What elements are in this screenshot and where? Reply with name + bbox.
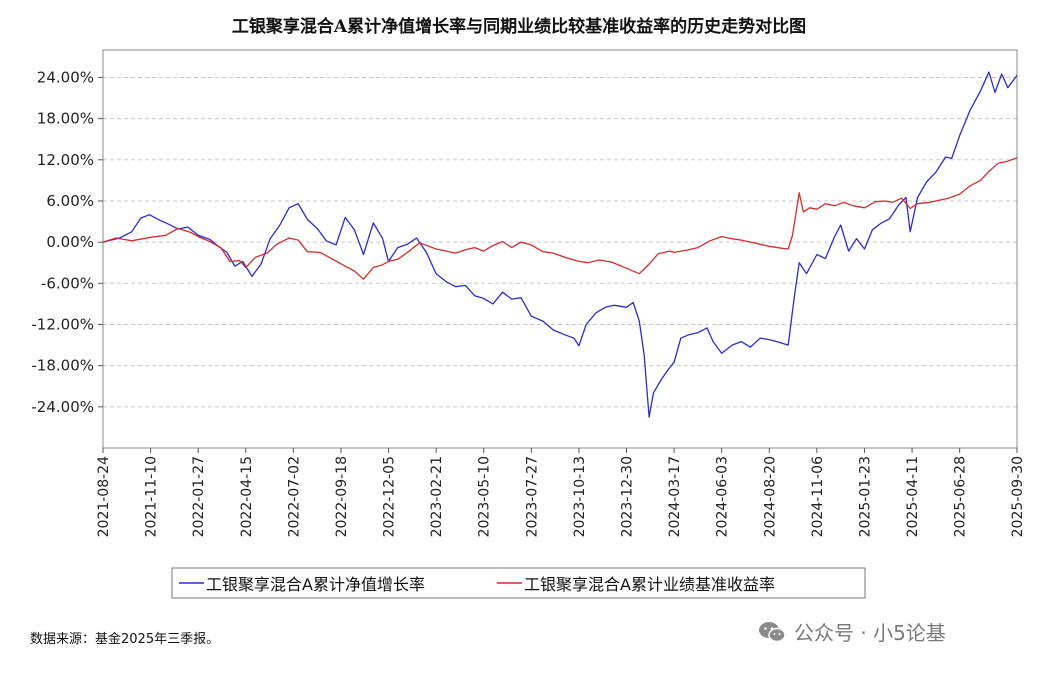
y-tick-label: 12.00% — [37, 151, 94, 169]
x-tick-label: 2024-03-17 — [667, 456, 683, 537]
y-tick-label: 24.00% — [37, 68, 94, 86]
legend-label-benchmark: 工银聚享混合A累计业绩基准收益率 — [524, 575, 775, 594]
series-line-nav — [102, 71, 1018, 418]
x-tick-label: 2022-01-27 — [191, 456, 207, 537]
y-tick-label: 6.00% — [46, 192, 94, 210]
wechat-icon — [759, 621, 786, 642]
x-tick-label: 2023-05-10 — [477, 456, 493, 537]
legend: 工银聚享混合A累计净值增长率 工银聚享混合A累计业绩基准收益率 — [171, 567, 866, 599]
x-tick-label: 2025-01-23 — [857, 456, 873, 537]
x-tick-label: 2025-09-30 — [1010, 456, 1026, 537]
y-tick-label: -18.00% — [31, 357, 94, 375]
y-tick-label: -6.00% — [41, 274, 94, 292]
y-tick-label: 0.00% — [46, 233, 94, 251]
x-tick-label: 2023-10-13 — [572, 456, 588, 537]
x-tick-label: 2023-12-30 — [620, 456, 636, 537]
x-tick-label: 2021-11-10 — [144, 456, 160, 537]
x-tick-label: 2025-04-11 — [905, 456, 921, 537]
grid-lines — [103, 76, 1017, 408]
x-tick-label: 2023-02-21 — [429, 456, 445, 537]
watermark-text: 公众号 · 小5论基 — [794, 621, 946, 645]
y-tick-label: -24.00% — [31, 398, 94, 416]
x-tick-label: 2024-11-06 — [810, 456, 826, 537]
watermark: 公众号 · 小5论基 — [758, 617, 946, 646]
legend-label-nav: 工银聚享混合A累计净值增长率 — [206, 575, 425, 594]
x-tick-label: 2025-06-28 — [953, 456, 969, 537]
x-axis-ticks: 2021-08-24 2021-11-10 2022-01-27 2022-04-15… — [96, 448, 1026, 537]
series-lines — [102, 71, 1018, 418]
x-tick-label: 2022-04-15 — [239, 456, 255, 537]
y-tick-label: -12.00% — [31, 315, 94, 333]
plot-frame — [102, 49, 1018, 449]
x-tick-label: 2023-07-27 — [524, 456, 540, 537]
x-tick-label: 2024-08-20 — [762, 456, 778, 537]
x-tick-label: 2022-07-02 — [286, 456, 302, 537]
x-tick-label: 2024-06-03 — [715, 456, 731, 537]
x-tick-label: 2021-08-24 — [96, 456, 112, 537]
y-axis-ticks: 24.00% 18.00% 12.00% 6.00% 0.00% -6.00% -12.00… — [31, 68, 103, 416]
x-tick-label: 2022-12-05 — [382, 456, 398, 537]
data-source-note: 数据来源：基金2025年三季报。 — [30, 632, 220, 647]
series-line-benchmark — [102, 157, 1018, 280]
y-tick-label: 18.00% — [37, 110, 94, 128]
x-tick-label: 2022-09-18 — [334, 456, 350, 537]
chart-title: 工银聚享混合A累计净值增长率与同期业绩比较基准收益率的历史走势对比图 — [232, 16, 806, 37]
